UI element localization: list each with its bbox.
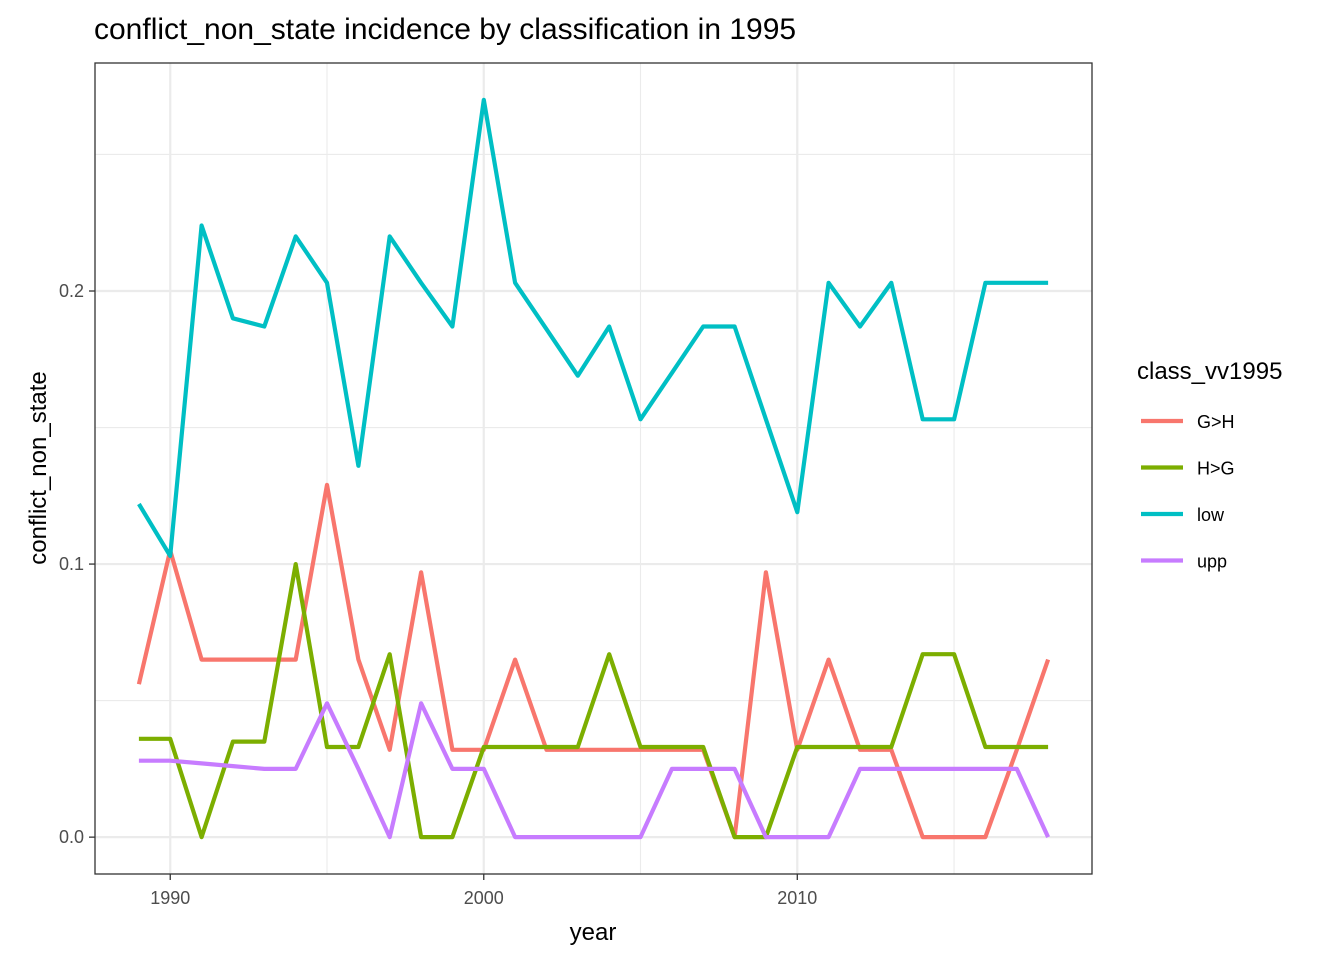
series-line-g-h (136, 482, 1051, 840)
legend-item: G>H (1141, 412, 1235, 432)
legend: class_vv1995 G>H H>G low upp (1137, 358, 1282, 572)
legend-label: H>G (1197, 459, 1235, 479)
minor-gridlines-x (326, 63, 955, 874)
legend-label: G>H (1197, 412, 1235, 432)
minor-gridlines-y (95, 153, 1092, 702)
x-tick-label: 2000 (464, 888, 504, 908)
plot-panel-border (94, 62, 1093, 875)
legend-label: low (1197, 505, 1225, 525)
series-line-upp (138, 701, 1051, 840)
x-tick-label: 2010 (777, 888, 817, 908)
x-axis: 1990 2000 2010 (150, 874, 817, 908)
y-tick-label: 0.1 (59, 554, 84, 574)
chart-title: conflict_non_state incidence by classifi… (94, 13, 796, 46)
legend-item: H>G (1141, 459, 1235, 479)
series-line-low (137, 97, 1049, 559)
y-tick-label: 0.0 (59, 827, 84, 847)
x-axis-title: year (570, 919, 617, 946)
legend-item: low (1141, 505, 1225, 525)
y-tick-label: 0.2 (59, 281, 84, 301)
major-gridlines-y (95, 289, 1092, 839)
x-tick-label: 1990 (150, 888, 190, 908)
y-axis-title: conflict_non_state (25, 371, 52, 564)
legend-item: upp (1141, 552, 1227, 572)
legend-title: class_vv1995 (1137, 358, 1282, 385)
y-axis: 0.0 0.1 0.2 (59, 281, 95, 847)
series-lines (136, 97, 1051, 840)
series-line-h-g (138, 561, 1049, 840)
legend-label: upp (1197, 552, 1227, 572)
legend-items: G>H H>G low upp (1141, 412, 1235, 572)
